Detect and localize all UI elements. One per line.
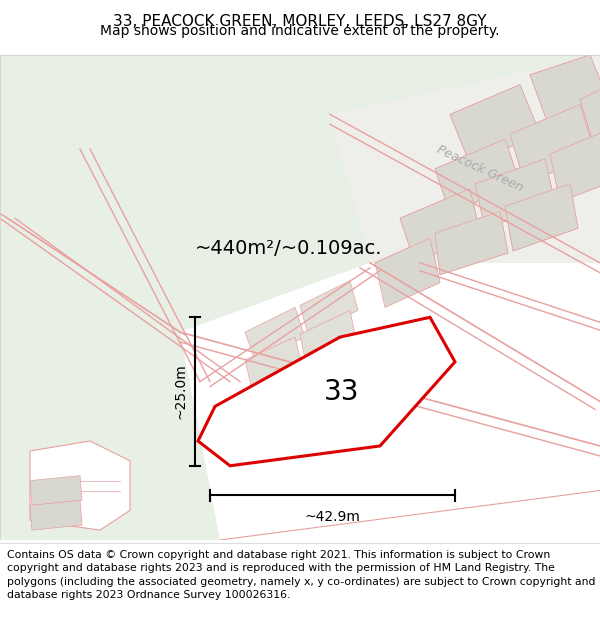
Polygon shape — [400, 189, 480, 263]
Polygon shape — [450, 85, 540, 164]
Text: ~440m²/~0.109ac.: ~440m²/~0.109ac. — [195, 239, 383, 258]
Polygon shape — [0, 213, 220, 540]
Polygon shape — [580, 75, 600, 149]
Text: 33: 33 — [323, 378, 359, 406]
Text: Map shows position and indicative extent of the property.: Map shows position and indicative extent… — [100, 24, 500, 39]
Text: 33, PEACOCK GREEN, MORLEY, LEEDS, LS27 8GY: 33, PEACOCK GREEN, MORLEY, LEEDS, LS27 8… — [113, 14, 487, 29]
Polygon shape — [375, 238, 440, 308]
Polygon shape — [0, 55, 330, 372]
Bar — [0, 55, 600, 263]
Polygon shape — [330, 55, 600, 263]
Polygon shape — [435, 139, 520, 213]
Polygon shape — [475, 159, 555, 228]
Polygon shape — [30, 441, 130, 530]
Text: Peacock Green: Peacock Green — [435, 143, 525, 194]
Polygon shape — [505, 184, 578, 251]
Polygon shape — [0, 55, 600, 372]
Text: ~42.9m: ~42.9m — [305, 510, 361, 524]
Polygon shape — [400, 189, 480, 263]
Polygon shape — [245, 337, 302, 389]
Polygon shape — [375, 238, 440, 308]
Polygon shape — [300, 311, 356, 364]
Polygon shape — [550, 129, 600, 201]
Polygon shape — [198, 318, 455, 466]
Text: Contains OS data © Crown copyright and database right 2021. This information is : Contains OS data © Crown copyright and d… — [7, 550, 596, 600]
Polygon shape — [30, 476, 82, 506]
Polygon shape — [550, 129, 600, 201]
Polygon shape — [505, 184, 578, 251]
Polygon shape — [180, 263, 600, 540]
Polygon shape — [245, 308, 305, 360]
Polygon shape — [510, 104, 595, 184]
Polygon shape — [435, 211, 508, 275]
Text: ~25.0m: ~25.0m — [173, 364, 187, 419]
Polygon shape — [530, 55, 600, 129]
Polygon shape — [30, 501, 82, 530]
Polygon shape — [220, 401, 600, 540]
Polygon shape — [510, 104, 595, 184]
Polygon shape — [180, 263, 600, 540]
Polygon shape — [580, 75, 600, 149]
Polygon shape — [435, 211, 508, 275]
Polygon shape — [475, 159, 555, 228]
Polygon shape — [450, 85, 540, 164]
Polygon shape — [300, 281, 358, 334]
Polygon shape — [530, 55, 600, 129]
Polygon shape — [435, 139, 520, 213]
Polygon shape — [245, 367, 300, 416]
